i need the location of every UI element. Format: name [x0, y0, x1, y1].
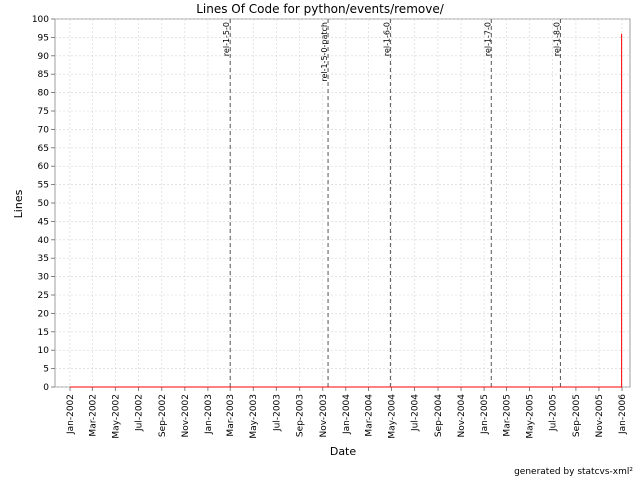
release-marker-label: rel-1-5-0	[222, 22, 231, 56]
x-tick-label: Nov-2005	[595, 394, 605, 437]
y-tick-label: 95	[38, 33, 49, 43]
y-tick-label: 55	[38, 181, 49, 191]
x-tick-label: Jan-2003	[204, 394, 214, 435]
release-marker-label: rel-1-5-0-patch	[320, 22, 329, 82]
plot-area	[54, 18, 631, 388]
chart-title: Lines Of Code for python/events/remove/	[196, 2, 444, 16]
release-marker-label: rel-1-8-0	[552, 22, 561, 56]
x-tick-label: Mar-2003	[226, 394, 236, 437]
y-tick-label: 70	[38, 125, 50, 135]
y-tick-label: 50	[38, 199, 50, 209]
x-tick-label: Nov-2003	[319, 394, 329, 437]
y-tick-label: 45	[38, 217, 49, 227]
x-tick-label: Nov-2002	[181, 394, 191, 437]
series-line	[70, 33, 623, 388]
x-tick-label: Sep-2003	[296, 394, 306, 437]
y-tick-label: 65	[38, 144, 49, 154]
x-tick-label: Jul-2003	[272, 394, 282, 432]
y-tick-label: 30	[38, 273, 50, 283]
y-tick-label: 100	[32, 15, 49, 25]
x-tick-label: May-2004	[388, 394, 398, 439]
y-tick-label: 60	[38, 162, 50, 172]
x-tick-label: May-2002	[111, 394, 121, 439]
x-tick-label: Mar-2002	[88, 394, 98, 437]
x-tick-label: Jul-2002	[134, 394, 144, 432]
release-marker-label: rel-1-7-0	[483, 22, 492, 56]
grid	[55, 18, 630, 388]
x-tick-label: May-2005	[525, 394, 535, 439]
x-tick-label: Mar-2004	[364, 394, 374, 437]
y-tick-label: 20	[38, 309, 50, 319]
y-tick-label: 5	[43, 365, 49, 375]
y-tick-label: 75	[38, 107, 49, 117]
x-tick-label: Jan-2002	[66, 394, 76, 435]
y-tick-label: 25	[38, 291, 49, 301]
y-tick-label: 0	[43, 383, 49, 393]
x-tick-label: Nov-2004	[457, 394, 467, 438]
x-tick-label: Sep-2005	[572, 394, 582, 437]
x-tick-label: Jan-2006	[618, 394, 628, 435]
x-tick-label: Jul-2005	[548, 394, 558, 432]
x-tick-label: May-2003	[249, 394, 259, 439]
y-tick-label: 35	[38, 254, 49, 264]
x-tick-label: Sep-2004	[434, 394, 444, 437]
y-tick-label: 85	[38, 70, 49, 80]
y-axis-label: Lines	[12, 189, 25, 218]
x-tick-label: Jan-2005	[480, 394, 490, 435]
y-tick-label: 40	[38, 236, 50, 246]
y-tick-label: 90	[38, 52, 50, 62]
x-tick-label: Jan-2004	[342, 394, 352, 435]
y-axis: 0 5 10 15 20 25 30 35 40 45 50 55 60 65 70 75 80 85 90 95 10…	[32, 15, 55, 393]
release-marker-label: rel-1-6-0	[382, 22, 391, 56]
x-tick-label: Sep-2002	[158, 394, 168, 437]
x-axis: Jan-2002 Mar-2002 May-2002 Jul-2002 Sep-2002…	[66, 387, 628, 439]
credit-text: generated by statcvs-xml²	[514, 467, 633, 477]
x-tick-label: Jul-2004	[411, 394, 421, 432]
x-tick-label: Mar-2005	[502, 394, 512, 437]
series-layer	[70, 33, 623, 388]
y-tick-label: 15	[38, 328, 49, 338]
x-axis-label: Date	[330, 445, 357, 458]
y-tick-label: 80	[38, 89, 50, 99]
y-tick-label: 10	[38, 346, 50, 356]
release-markers: rel-1-5-0 rel-1-5-0-patch rel-1-6-0 rel-1-7…	[222, 19, 561, 387]
